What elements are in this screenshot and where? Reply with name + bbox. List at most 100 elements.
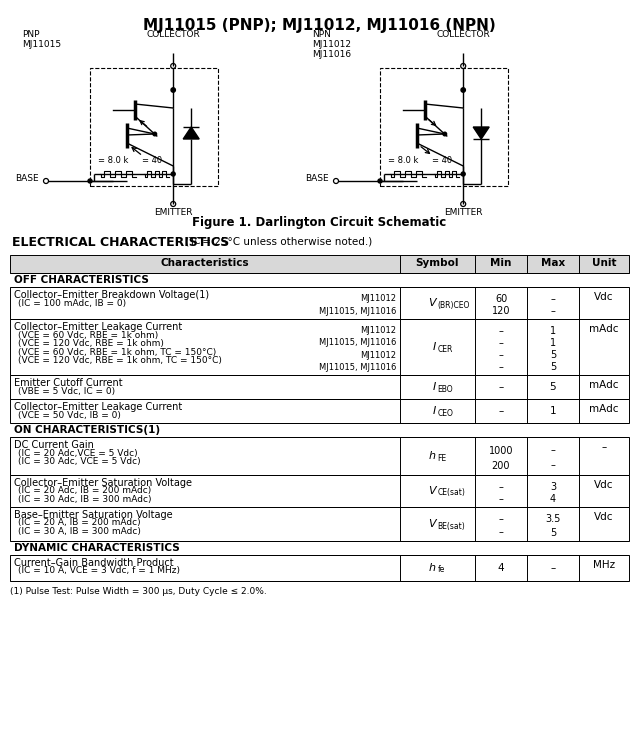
Text: –: –: [550, 563, 556, 573]
Text: Base–Emitter Saturation Voltage: Base–Emitter Saturation Voltage: [14, 510, 173, 520]
Text: BASE: BASE: [15, 174, 38, 182]
Text: NPN: NPN: [312, 30, 331, 39]
Text: MJ11012: MJ11012: [360, 351, 396, 359]
Text: Current–Gain Bandwidth Product: Current–Gain Bandwidth Product: [14, 558, 174, 568]
Circle shape: [171, 172, 175, 176]
Text: 1000: 1000: [489, 445, 513, 456]
Text: –: –: [551, 294, 555, 304]
Text: (VCE = 60 Vdc, RBE = 1k ohm): (VCE = 60 Vdc, RBE = 1k ohm): [18, 330, 158, 340]
Text: MHz: MHz: [593, 560, 615, 570]
Text: I: I: [432, 406, 436, 416]
Text: = 40: = 40: [432, 156, 452, 165]
Text: (BR)CEO: (BR)CEO: [438, 300, 470, 310]
Text: FE: FE: [438, 453, 447, 462]
Text: (VCE = 50 Vdc, IB = 0): (VCE = 50 Vdc, IB = 0): [18, 410, 121, 419]
Text: MJ11015, MJ11016: MJ11015, MJ11016: [319, 338, 396, 347]
Text: V: V: [428, 519, 436, 529]
Text: Figure 1. Darlington Circuit Schematic: Figure 1. Darlington Circuit Schematic: [192, 216, 446, 229]
Text: Min: Min: [490, 258, 512, 268]
Circle shape: [88, 179, 92, 183]
Text: CER: CER: [438, 345, 453, 354]
Text: –: –: [498, 362, 504, 372]
Text: = 25°C unless otherwise noted.): = 25°C unless otherwise noted.): [199, 236, 373, 246]
Text: h: h: [429, 563, 436, 573]
Text: (IC = 20 Adc,VCE = 5 Vdc): (IC = 20 Adc,VCE = 5 Vdc): [18, 448, 137, 458]
Bar: [90, 68, 218, 186]
Text: mAdc: mAdc: [589, 404, 619, 414]
Circle shape: [443, 132, 447, 136]
Text: MJ11015: MJ11015: [22, 40, 61, 49]
Text: –: –: [498, 326, 504, 336]
Text: Unit: Unit: [592, 258, 616, 268]
Circle shape: [461, 87, 465, 92]
Text: Collector–Emitter Saturation Voltage: Collector–Emitter Saturation Voltage: [14, 478, 192, 488]
Text: (IC = 20 A, IB = 200 mAdc): (IC = 20 A, IB = 200 mAdc): [18, 518, 141, 528]
Text: DC Current Gain: DC Current Gain: [14, 440, 94, 450]
Circle shape: [153, 132, 157, 136]
Text: V: V: [428, 486, 436, 496]
Text: MJ11012: MJ11012: [312, 40, 351, 49]
Text: BASE: BASE: [305, 174, 328, 182]
Text: I: I: [432, 342, 436, 352]
Text: (IC = 30 A, IB = 300 mAdc): (IC = 30 A, IB = 300 mAdc): [18, 527, 141, 536]
Polygon shape: [473, 127, 489, 139]
Text: mAdc: mAdc: [589, 380, 619, 390]
Text: C: C: [195, 237, 200, 246]
Text: 3: 3: [550, 482, 556, 492]
Text: = 8.0 k: = 8.0 k: [388, 156, 419, 165]
Text: COLLECTOR: COLLECTOR: [146, 30, 200, 39]
Text: COLLECTOR: COLLECTOR: [436, 30, 490, 39]
Text: MJ11012: MJ11012: [360, 326, 396, 335]
Text: 60: 60: [495, 294, 507, 304]
Text: (IC = 100 mAdc, IB = 0): (IC = 100 mAdc, IB = 0): [18, 298, 126, 308]
Text: –: –: [498, 482, 504, 492]
Text: Symbol: Symbol: [416, 258, 459, 268]
Text: Vdc: Vdc: [594, 292, 613, 302]
Text: (VCE = 120 Vdc, RBE = 1k ohm, TC = 150°C): (VCE = 120 Vdc, RBE = 1k ohm, TC = 150°C…: [18, 356, 222, 365]
Text: EMITTER: EMITTER: [444, 208, 482, 217]
Text: ON CHARACTERISTICS(1): ON CHARACTERISTICS(1): [14, 425, 160, 435]
Text: –: –: [498, 528, 504, 537]
Text: (IC = 10 A, VCE = 3 Vdc, f = 1 MHz): (IC = 10 A, VCE = 3 Vdc, f = 1 MHz): [18, 566, 180, 575]
Text: Characteristics: Characteristics: [160, 258, 249, 268]
Text: (T: (T: [182, 236, 196, 246]
Text: 3.5: 3.5: [545, 515, 560, 524]
Text: (VCE = 60 Vdc, RBE = 1k ohm, TC = 150°C): (VCE = 60 Vdc, RBE = 1k ohm, TC = 150°C): [18, 348, 216, 356]
Text: 4: 4: [498, 563, 504, 573]
Text: 4: 4: [550, 494, 556, 504]
Text: –: –: [498, 406, 504, 416]
Text: 1: 1: [550, 406, 557, 416]
Circle shape: [171, 87, 175, 92]
Text: (IC = 20 Adc, IB = 200 mAdc): (IC = 20 Adc, IB = 200 mAdc): [18, 486, 151, 496]
Text: –: –: [551, 306, 555, 316]
Text: CEO: CEO: [438, 408, 454, 418]
Text: MJ11015, MJ11016: MJ11015, MJ11016: [319, 307, 396, 316]
Text: h: h: [429, 451, 436, 461]
Text: –: –: [498, 350, 504, 360]
Text: 1: 1: [550, 338, 556, 348]
Circle shape: [378, 179, 382, 183]
Text: Vdc: Vdc: [594, 512, 613, 522]
Text: (IC = 30 Adc, IB = 300 mAdc): (IC = 30 Adc, IB = 300 mAdc): [18, 495, 151, 504]
Text: (IC = 30 Adc, VCE = 5 Vdc): (IC = 30 Adc, VCE = 5 Vdc): [18, 457, 141, 466]
Text: MJ11016: MJ11016: [312, 50, 351, 59]
Text: Collector–Emitter Leakage Current: Collector–Emitter Leakage Current: [14, 402, 182, 412]
Text: 5: 5: [550, 350, 556, 360]
Text: 120: 120: [492, 306, 511, 316]
Text: PNP: PNP: [22, 30, 40, 39]
Text: CE(sat): CE(sat): [438, 488, 465, 497]
Text: mAdc: mAdc: [589, 324, 619, 334]
Text: 5: 5: [550, 382, 557, 392]
Text: –: –: [551, 445, 555, 456]
Text: (VBE = 5 Vdc, IC = 0): (VBE = 5 Vdc, IC = 0): [18, 386, 115, 396]
Text: ELECTRICAL CHARACTERISTICS: ELECTRICAL CHARACTERISTICS: [12, 236, 229, 249]
Text: Max: Max: [541, 258, 565, 268]
Circle shape: [461, 172, 465, 176]
Text: DYNAMIC CHARACTERISTICS: DYNAMIC CHARACTERISTICS: [14, 543, 180, 553]
Text: Vdc: Vdc: [594, 480, 613, 490]
Text: BE(sat): BE(sat): [438, 521, 465, 531]
Text: 200: 200: [492, 461, 511, 470]
Text: I: I: [432, 382, 436, 392]
Text: Emitter Cutoff Current: Emitter Cutoff Current: [14, 378, 123, 388]
Text: = 40: = 40: [142, 156, 162, 165]
